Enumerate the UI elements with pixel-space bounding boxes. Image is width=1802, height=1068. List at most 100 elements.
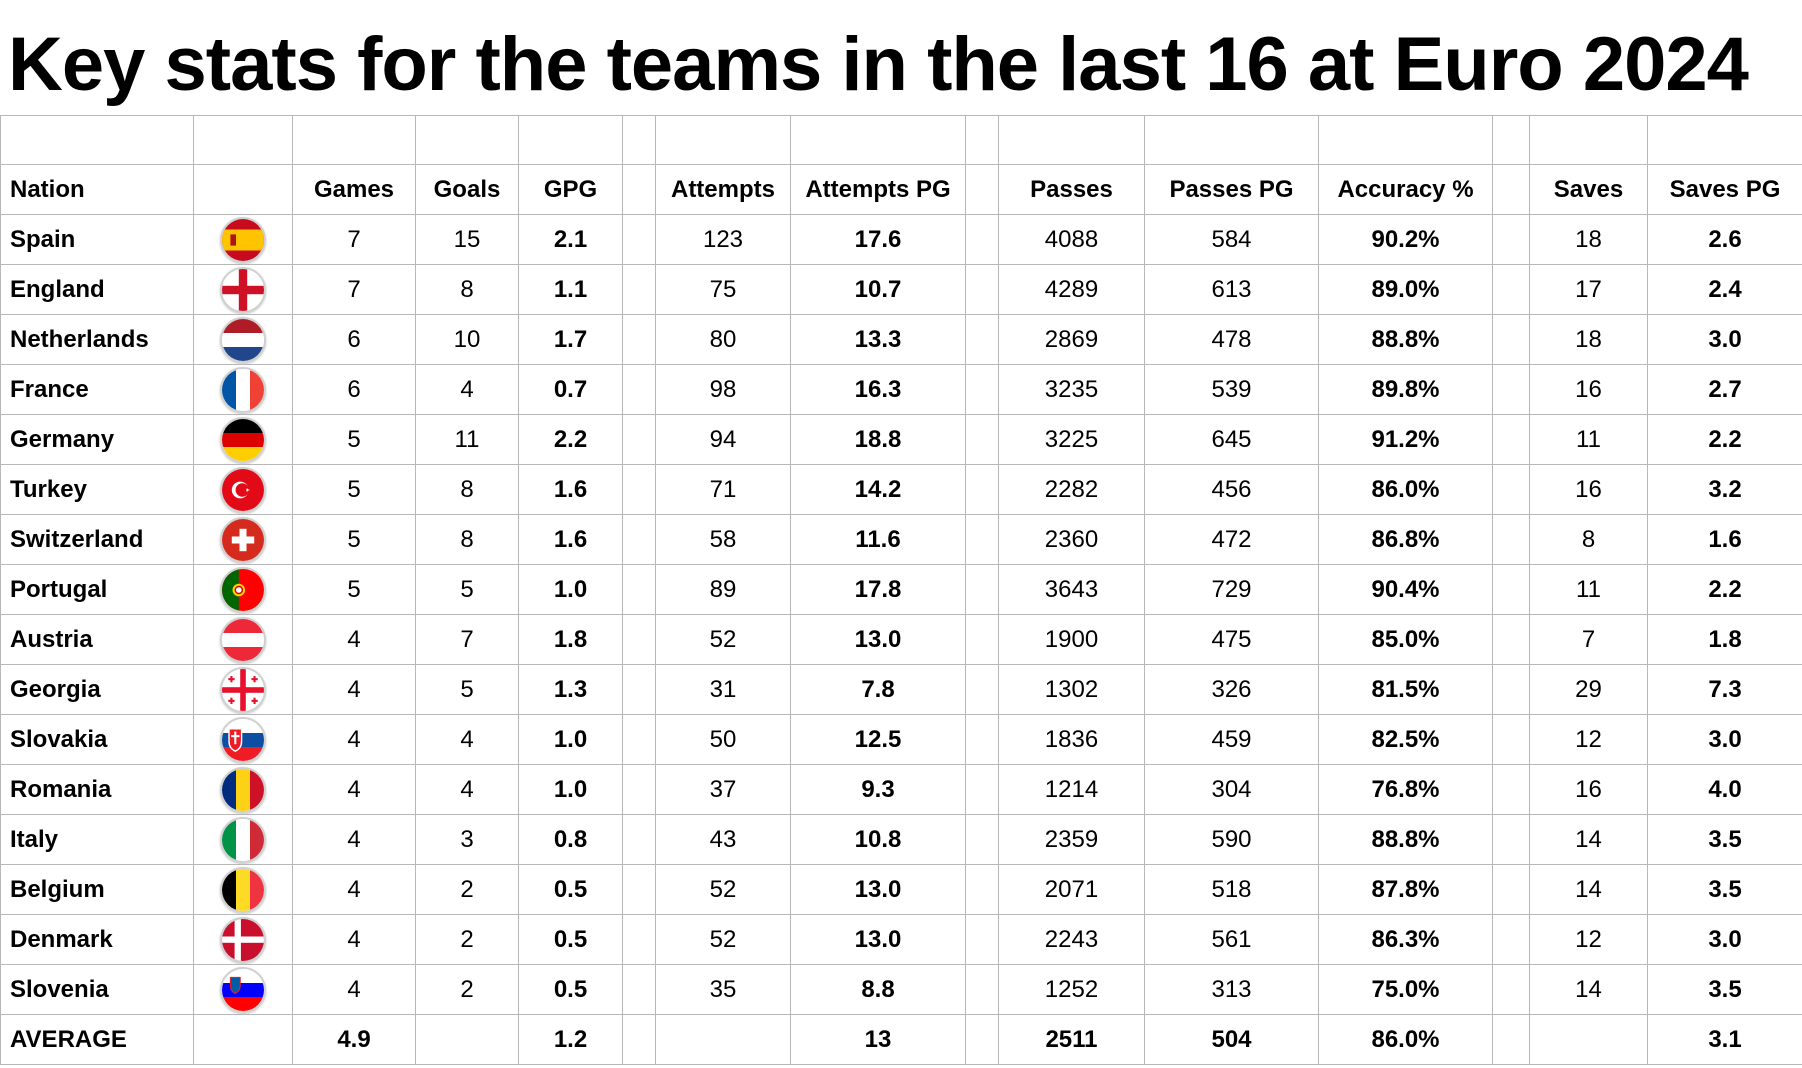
gpg-cell: 1.6 (518, 464, 623, 515)
table-row: Slovenia 4 2 0.5 35 8.8 1252 313 75.0% 14 3.5 (0, 964, 1802, 1015)
spacer-cell (622, 364, 656, 415)
saves-cell: 16 (1529, 364, 1648, 415)
gpg-cell: 1.7 (518, 314, 623, 365)
saves-pg-cell: 3.0 (1647, 314, 1802, 365)
attempts-pg-cell: 11.6 (790, 514, 966, 565)
passes-pg-cell: 645 (1144, 414, 1319, 465)
goals-cell: 3 (415, 814, 519, 865)
passes-cell: 1836 (998, 714, 1145, 765)
passes-cell: 4289 (998, 264, 1145, 315)
attempts-cell: 80 (655, 314, 791, 365)
saves-pg-cell: 3.0 (1647, 714, 1802, 765)
goals-cell: 5 (415, 564, 519, 615)
attempts-pg-cell: 18.8 (790, 414, 966, 465)
nation-cell: England (0, 264, 194, 315)
header-row: Nation Games Goals GPG Attempts Attempts… (0, 164, 1802, 215)
average-row: AVERAGE 4.9 1.2 13 2511 504 86.0% 3.1 (0, 1014, 1802, 1065)
spacer-cell (1492, 714, 1530, 765)
spacer-cell (965, 914, 999, 965)
accuracy-cell: 90.4% (1318, 564, 1493, 615)
slovenia-flag-icon (220, 966, 266, 1013)
header-games: Games (292, 164, 416, 215)
spacer-cell (965, 764, 999, 815)
attempts-cell: 52 (655, 864, 791, 915)
header-passes-pg: Passes PG (1144, 164, 1319, 215)
georgia-flag-icon (220, 666, 266, 713)
attempts-pg-cell: 9.3 (790, 764, 966, 815)
spain-flag-icon (220, 216, 266, 263)
passes-pg-cell: 518 (1144, 864, 1319, 915)
accuracy-cell: 81.5% (1318, 664, 1493, 715)
table-row: Belgium 4 2 0.5 52 13.0 2071 518 87.8% 14 3.5 (0, 864, 1802, 915)
average-attempts-pg: 13 (790, 1014, 966, 1065)
header-goals: Goals (415, 164, 519, 215)
average-saves (1529, 1014, 1648, 1065)
nation-cell: Netherlands (0, 314, 194, 365)
spacer-cell (622, 614, 656, 665)
saves-pg-cell: 3.5 (1647, 864, 1802, 915)
spacer-cell (965, 164, 999, 215)
passes-pg-cell: 475 (1144, 614, 1319, 665)
flag-cell (193, 464, 293, 515)
attempts-cell: 52 (655, 614, 791, 665)
saves-pg-cell: 4.0 (1647, 764, 1802, 815)
flag-cell (193, 764, 293, 815)
blank-row (0, 115, 1802, 165)
saves-cell: 16 (1529, 764, 1648, 815)
turkey-flag-icon (220, 466, 266, 513)
goals-cell: 15 (415, 214, 519, 265)
spacer-cell (965, 664, 999, 715)
passes-cell: 1252 (998, 964, 1145, 1015)
spacer-cell (965, 814, 999, 865)
attempts-cell: 75 (655, 264, 791, 315)
gpg-cell: 0.5 (518, 864, 623, 915)
attempts-cell: 58 (655, 514, 791, 565)
austria-flag-icon (220, 616, 266, 663)
table-row: England 7 8 1.1 75 10.7 4289 613 89.0% 17 2.4 (0, 264, 1802, 315)
games-cell: 5 (292, 564, 416, 615)
accuracy-cell: 85.0% (1318, 614, 1493, 665)
saves-cell: 16 (1529, 464, 1648, 515)
passes-cell: 3225 (998, 414, 1145, 465)
nation-cell: Belgium (0, 864, 194, 915)
table-row: Germany 5 11 2.2 94 18.8 3225 645 91.2% 11 2.2 (0, 414, 1802, 465)
accuracy-cell: 82.5% (1318, 714, 1493, 765)
saves-cell: 14 (1529, 964, 1648, 1015)
goals-cell: 4 (415, 764, 519, 815)
passes-pg-cell: 478 (1144, 314, 1319, 365)
gpg-cell: 0.8 (518, 814, 623, 865)
attempts-pg-cell: 10.8 (790, 814, 966, 865)
passes-pg-cell: 561 (1144, 914, 1319, 965)
table-body: Nation Games Goals GPG Attempts Attempts… (0, 115, 1802, 1065)
flag-cell (193, 864, 293, 915)
saves-pg-cell: 2.6 (1647, 214, 1802, 265)
attempts-cell: 52 (655, 914, 791, 965)
attempts-cell: 123 (655, 214, 791, 265)
games-cell: 6 (292, 364, 416, 415)
spacer-cell (1492, 464, 1530, 515)
spacer-cell (622, 264, 656, 315)
spacer-cell (1492, 314, 1530, 365)
attempts-pg-cell: 8.8 (790, 964, 966, 1015)
spacer-cell (965, 214, 999, 265)
passes-pg-cell: 539 (1144, 364, 1319, 415)
spacer-cell (622, 964, 656, 1015)
spacer-cell (1492, 364, 1530, 415)
spacer-cell (1492, 214, 1530, 265)
header-saves-pg: Saves PG (1647, 164, 1802, 215)
goals-cell: 8 (415, 514, 519, 565)
accuracy-cell: 89.8% (1318, 364, 1493, 415)
spacer-cell (965, 514, 999, 565)
spacer-cell (622, 214, 656, 265)
saves-cell: 12 (1529, 914, 1648, 965)
goals-cell: 2 (415, 914, 519, 965)
belgium-flag-icon (220, 866, 266, 913)
flag-cell (193, 964, 293, 1015)
attempts-cell: 71 (655, 464, 791, 515)
saves-pg-cell: 2.4 (1647, 264, 1802, 315)
spacer-cell (622, 514, 656, 565)
spacer-cell (965, 864, 999, 915)
table-row: Turkey 5 8 1.6 71 14.2 2282 456 86.0% 16 3.2 (0, 464, 1802, 515)
spacer-cell (622, 764, 656, 815)
saves-pg-cell: 2.2 (1647, 414, 1802, 465)
